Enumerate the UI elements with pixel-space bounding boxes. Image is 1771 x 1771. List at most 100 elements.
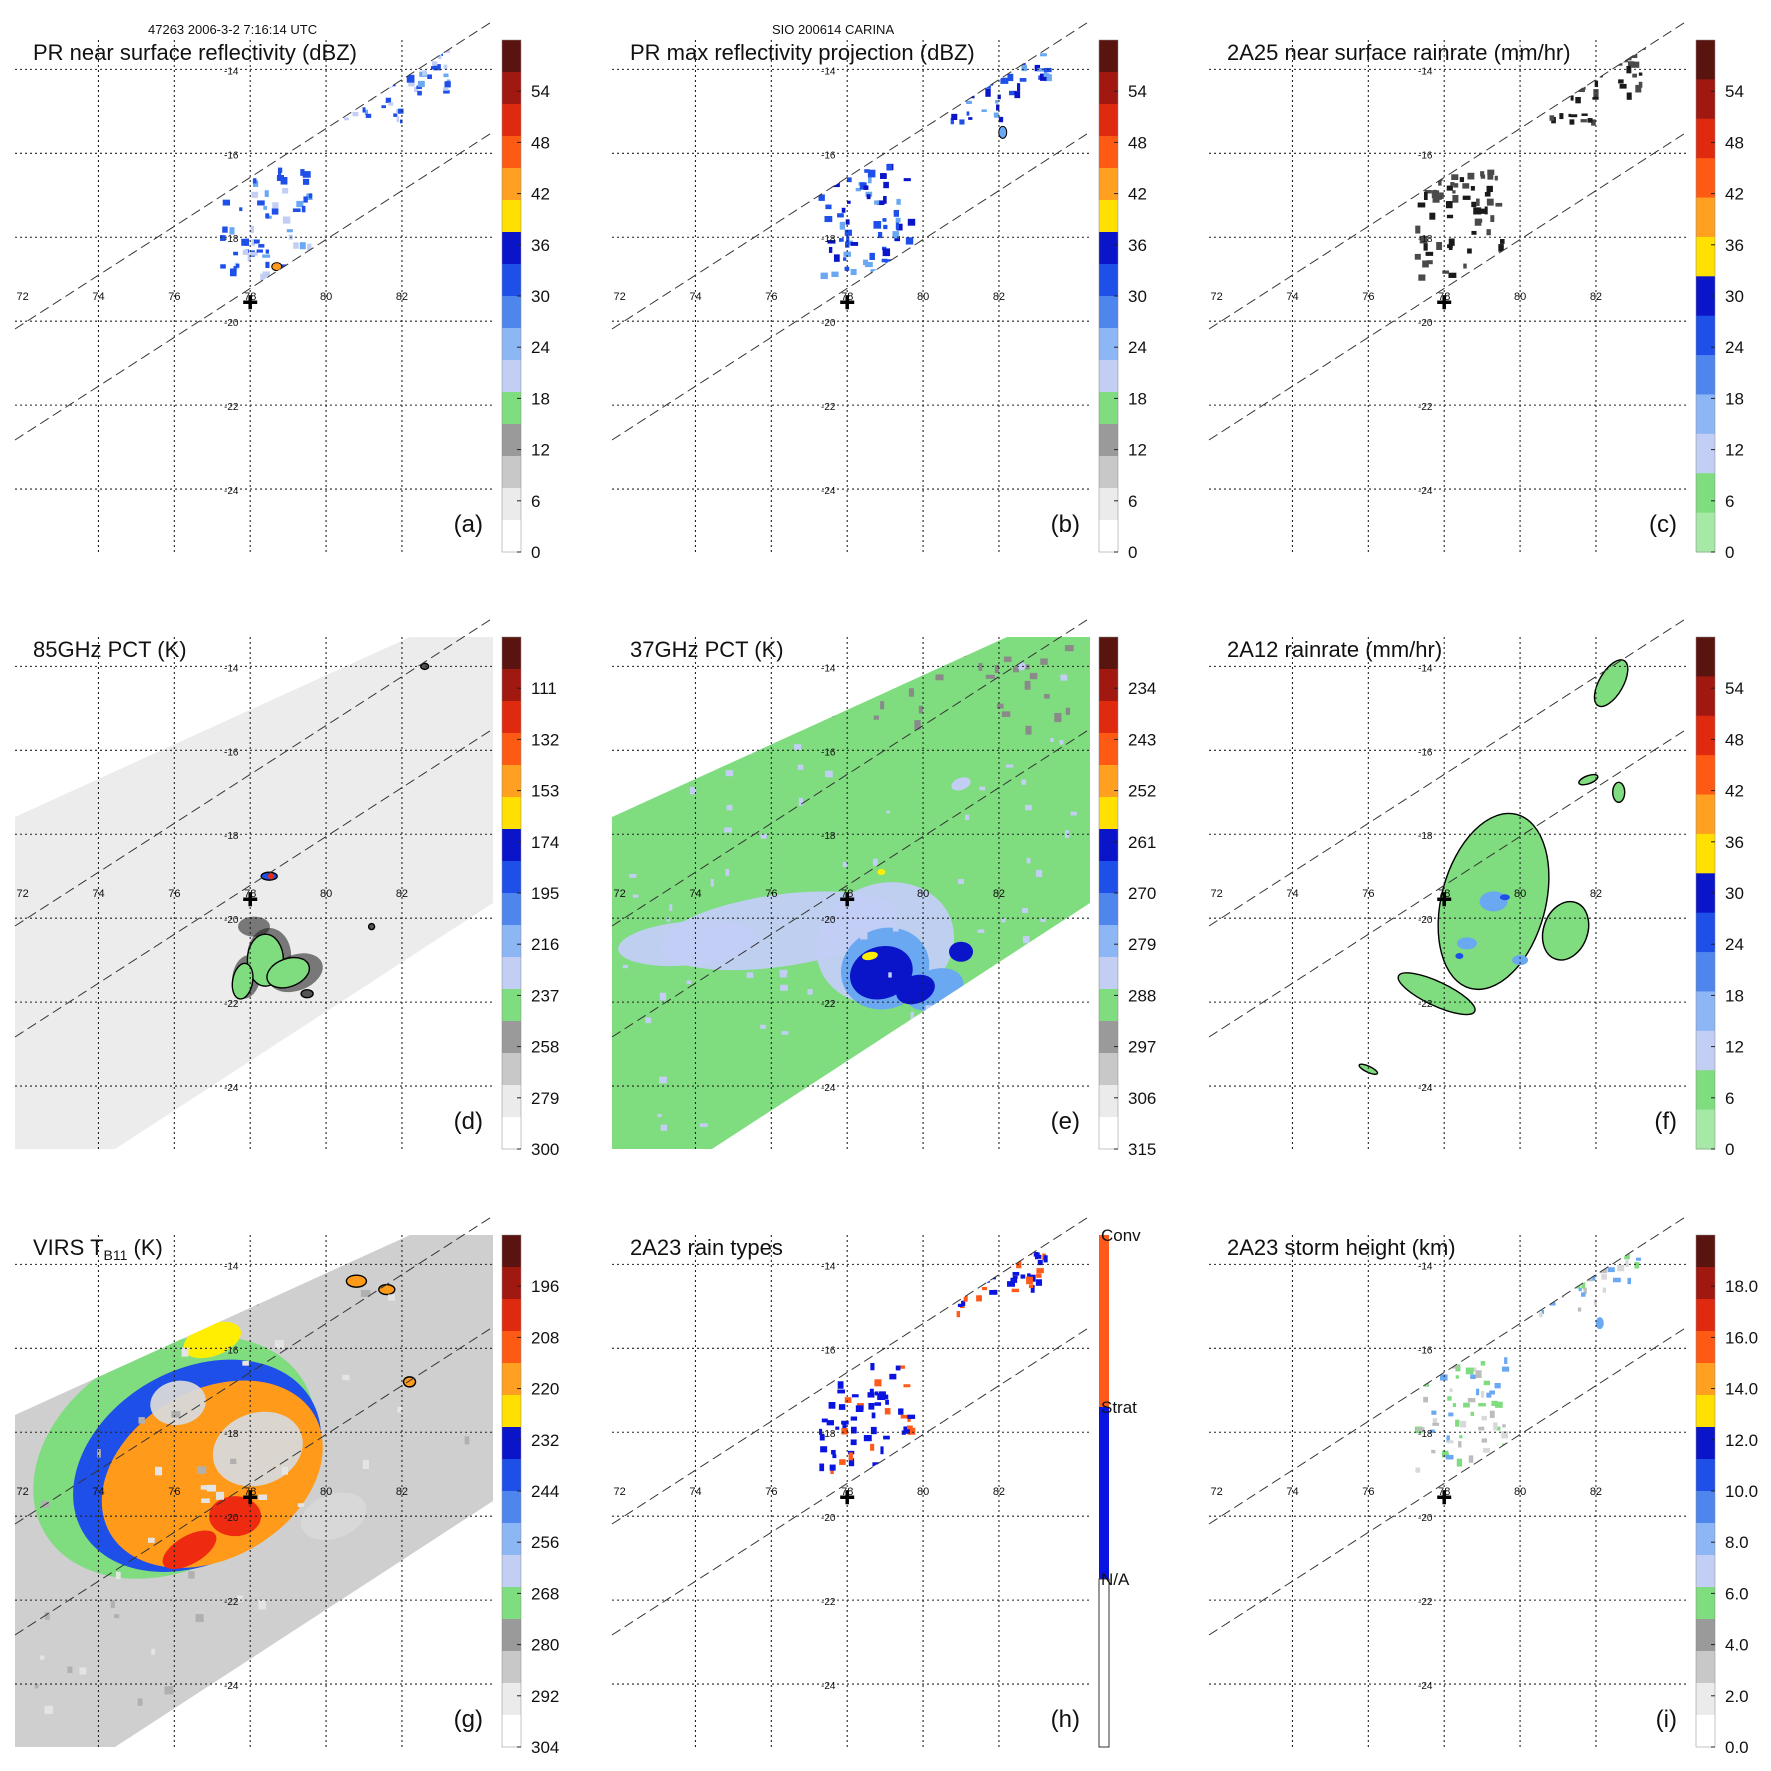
colorbar-tick-label: 36: [531, 236, 550, 255]
radar-pixel: [990, 1266, 999, 1273]
colorbar-tick-label: 234: [1128, 679, 1156, 698]
radar-pixel: [845, 219, 850, 225]
colorbar-swatch: [1099, 360, 1118, 393]
colorbar-swatch: [1099, 829, 1118, 862]
colorbar-swatch: [1696, 794, 1715, 835]
radar-pixel: [1453, 183, 1459, 188]
radar-pixel: [923, 1313, 927, 1318]
radar-pixel: [842, 1423, 847, 1430]
header-storm-name: SIO 200614 CARINA: [772, 22, 895, 37]
colorbar-tick-label: 36: [1725, 236, 1744, 255]
lon-tick-label: 74: [1286, 1486, 1298, 1498]
radar-pixel: [1465, 1367, 1474, 1375]
radar-pixel: [1602, 45, 1611, 52]
colorbar-tick-label: 208: [531, 1328, 559, 1347]
colorbar-swatch: [502, 1331, 521, 1364]
radar-pixel: [1554, 1289, 1560, 1294]
colorbar-tick-label: 42: [1725, 782, 1744, 801]
radar-pixel: [1442, 1359, 1449, 1367]
radar-pixel: [379, 82, 386, 91]
colorbar-swatch: [502, 1683, 521, 1716]
colorbar-tick-label: 0: [1725, 543, 1734, 562]
colorbar-swatch: [502, 701, 521, 734]
radar-pixel: [883, 1435, 890, 1440]
radar-pixel: [1626, 92, 1632, 100]
minor-cell: [300, 989, 314, 999]
radar-pixel: [1539, 1312, 1543, 1318]
colorbar-category-label: N/A: [1101, 1570, 1130, 1589]
colorbar-tick-label: 54: [1128, 82, 1147, 101]
cold-cloud-region: [238, 916, 270, 937]
scatter-pixel: [965, 814, 970, 821]
cloud-pixel: [360, 1289, 371, 1297]
cloud-pixel: [388, 1294, 395, 1301]
radar-pixel: [229, 268, 237, 277]
lat-tick-label: -20: [821, 318, 836, 329]
lat-tick-label: -16: [1418, 150, 1433, 161]
radar-pixel: [957, 1257, 965, 1262]
scatter-pixel: [733, 943, 739, 947]
colorbar-swatch: [502, 456, 521, 489]
radar-pixel: [433, 64, 441, 71]
scatter-pixel: [724, 827, 732, 833]
cloud-pixel: [197, 1466, 207, 1474]
colorbar-swatch: [1099, 701, 1118, 734]
cloud-pixel: [274, 1340, 284, 1349]
radar-pixel: [1561, 1238, 1566, 1244]
lat-tick-label: -18: [1418, 234, 1433, 245]
colorbar-swatch: [1099, 168, 1118, 201]
radar-pixel: [978, 74, 985, 80]
radar-pixel: [1480, 1361, 1486, 1366]
radar-pixel: [1587, 118, 1593, 123]
radar-pixel: [265, 249, 270, 254]
colorbar-tick-label: 16.0: [1725, 1328, 1758, 1347]
radar-pixel: [412, 51, 420, 56]
cloud-pixel: [297, 1503, 305, 1508]
scatter-pixel: [957, 879, 964, 884]
radar-pixel: [330, 111, 336, 118]
colorbar-swatch: [502, 637, 521, 670]
radar-pixel: [901, 1453, 909, 1462]
coldest-tops: [162, 1530, 217, 1570]
moderate-rain: [1456, 937, 1477, 950]
radar-pixel: [1020, 1274, 1026, 1279]
colorbar-swatch: [502, 1235, 521, 1268]
lon-tick-label: 76: [765, 291, 777, 303]
colorbar-swatch: [502, 1619, 521, 1652]
radar-pixel: [978, 1263, 983, 1269]
colorbar-swatch: [502, 1555, 521, 1588]
radar-pixel: [378, 59, 386, 67]
radar-pixel: [1489, 1390, 1495, 1395]
radar-pixel: [959, 119, 965, 125]
radar-pixel: [357, 48, 366, 56]
colorbar-swatch: [502, 1363, 521, 1396]
lat-tick-label: -14: [224, 1261, 239, 1272]
radar-pixel: [242, 249, 249, 255]
radar-pixel: [257, 200, 265, 206]
radar-pixel: [1557, 1270, 1564, 1277]
radar-pixel: [1037, 1259, 1043, 1266]
radar-pixel: [935, 103, 941, 107]
radar-pixel: [883, 181, 889, 189]
colorbar-tick-label: 42: [531, 185, 550, 204]
colorbar-swatch: [502, 168, 521, 201]
radar-pixel: [1566, 1271, 1570, 1278]
scatter-pixel: [686, 980, 692, 985]
radar-pixel: [824, 183, 828, 187]
radar-pixel: [1440, 1374, 1448, 1381]
radar-pixel: [1019, 78, 1027, 82]
colorbar-swatch: [1696, 118, 1715, 159]
radar-pixel: [277, 167, 283, 173]
radar-pixel: [1423, 1396, 1428, 1403]
scatter-pixel: [797, 764, 804, 770]
colorbar-swatch: [1099, 136, 1118, 169]
high-reflectivity-cell: [998, 125, 1008, 139]
radar-pixel: [1553, 1283, 1558, 1289]
radar-pixel: [1475, 1370, 1482, 1379]
radar-pixel: [276, 175, 285, 182]
warm-pixel: [865, 639, 874, 648]
radar-pixel: [970, 1246, 978, 1253]
colorbar-swatch: [1696, 473, 1715, 514]
swath-pr: [1414, 40, 1646, 281]
